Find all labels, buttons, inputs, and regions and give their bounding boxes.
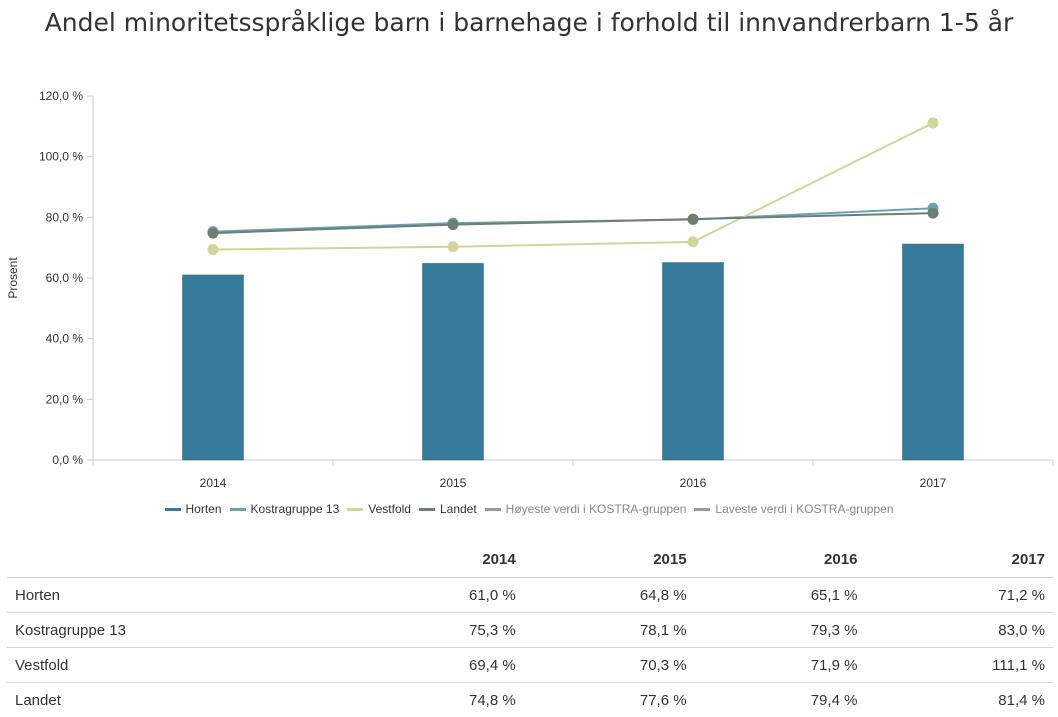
table-row: Horten 61,0 % 64,8 % 65,1 % 71,2 % xyxy=(7,577,1053,613)
y-tick-label: 100,0 % xyxy=(39,150,83,164)
y-tick-label: 60,0 % xyxy=(46,271,84,285)
legend-swatch xyxy=(229,507,246,511)
table-header-cell: 2017 xyxy=(865,541,1053,578)
legend-item[interactable]: Kostragruppe 13 xyxy=(229,502,340,516)
table-row-label: Vestfold xyxy=(7,647,353,683)
point-vestfold xyxy=(927,117,939,129)
legend-swatch xyxy=(164,507,181,511)
point-landet xyxy=(207,227,219,239)
table-cell: 64,8 % xyxy=(523,577,695,613)
line-landet xyxy=(212,212,934,235)
chart-legend: Horten Kostragruppe 13 Vestfold Landet Høyes… xyxy=(0,502,1058,516)
legend-item[interactable]: Høyeste verdi i KOSTRA-gruppen xyxy=(484,502,687,516)
table-cell: 77,6 % xyxy=(639,691,687,709)
bar-horten xyxy=(662,262,724,461)
table-row: Landet 74,8 % 77,6 % 79,4 % 81,4 % xyxy=(7,683,1053,717)
point-vestfold xyxy=(687,236,699,248)
legend-swatch xyxy=(347,507,364,511)
legend-item[interactable]: Horten xyxy=(164,502,222,516)
point-landet xyxy=(927,207,939,219)
table-cell: 79,4 % xyxy=(810,691,858,709)
x-tick-label: 2015 xyxy=(440,476,467,490)
x-tick-label: 2016 xyxy=(680,476,707,490)
point-landet xyxy=(687,213,699,225)
bar-horten xyxy=(182,274,244,461)
table-cell: 81,4 % xyxy=(998,691,1045,709)
legend-swatch xyxy=(484,507,501,511)
table-cell: 70,3 % xyxy=(523,647,695,683)
y-tick-label: 80,0 % xyxy=(46,210,84,224)
table-row-label: Kostragruppe 13 xyxy=(7,612,353,648)
legend-label: Laveste verdi i KOSTRA-gruppen xyxy=(715,502,894,516)
table-row: Vestfold 69,4 % 70,3 % 71,9 % 111,1 % xyxy=(7,647,1053,683)
y-axis-title: Prosent xyxy=(6,257,20,299)
table-cell: 79,3 % xyxy=(694,612,866,648)
y-tick-label: 120,0 % xyxy=(39,89,83,103)
point-landet xyxy=(447,219,459,231)
table-header-cell: 2016 xyxy=(694,541,866,578)
legend-label: Landet xyxy=(439,502,477,516)
y-tick-label: 40,0 % xyxy=(46,332,84,346)
y-tick-label: 0,0 % xyxy=(52,453,83,467)
table-cell: 75,3 % xyxy=(352,612,524,648)
table-cell: 65,1 % xyxy=(694,577,866,613)
chart-plot: 0,0 % 20,0 % 40,0 % 60,0 % 80,0 % 100,0 % 120,… xyxy=(6,89,1054,490)
legend-label: Vestfold xyxy=(368,502,411,516)
table-row: Kostragruppe 13 75,3 % 78,1 % 79,3 % 83,0 % xyxy=(7,612,1053,648)
table-cell: 71,2 % xyxy=(865,577,1053,613)
table-cell: 71,9 % xyxy=(694,647,866,683)
legend-item[interactable]: Landet xyxy=(418,502,477,516)
x-tick-label: 2017 xyxy=(920,476,947,490)
legend-item[interactable]: Laveste verdi i KOSTRA-gruppen xyxy=(694,502,894,516)
line-vestfold xyxy=(212,122,934,251)
table-row-label: Horten xyxy=(7,577,353,613)
bar-horten xyxy=(902,243,964,461)
legend-swatch xyxy=(418,507,435,511)
table-row-label: Landet xyxy=(15,691,61,709)
legend-swatch xyxy=(694,507,711,511)
data-table: 2014 2015 2016 2017 Horten 61,0 % 64,8 % 65,1 … xyxy=(7,541,1053,717)
table-cell: 74,8 % xyxy=(469,691,516,709)
point-vestfold xyxy=(447,241,459,253)
line-kostragruppe-13 xyxy=(212,207,934,233)
legend-item[interactable]: Vestfold xyxy=(347,502,411,516)
legend-label: Horten xyxy=(185,502,222,516)
legend-label: Høyeste verdi i KOSTRA-gruppen xyxy=(505,502,687,516)
x-tick-label: 2014 xyxy=(200,476,227,490)
chart-title: Andel minoritetsspråklige barn i barneha… xyxy=(44,8,1014,37)
table-header-cell xyxy=(7,541,353,578)
y-tick-label: 20,0 % xyxy=(46,392,84,406)
table-header-row: 2014 2015 2016 2017 xyxy=(7,541,1053,578)
table-cell: 111,1 % xyxy=(865,647,1053,683)
table-cell: 61,0 % xyxy=(352,577,524,613)
table-header-cell: 2014 xyxy=(352,541,524,578)
table-cell: 83,0 % xyxy=(865,612,1053,648)
table-header-cell: 2015 xyxy=(523,541,695,578)
bar-horten xyxy=(422,263,484,461)
table-cell: 78,1 % xyxy=(523,612,695,648)
legend-label: Kostragruppe 13 xyxy=(250,502,340,516)
point-vestfold xyxy=(207,243,219,255)
table-cell: 69,4 % xyxy=(352,647,524,683)
